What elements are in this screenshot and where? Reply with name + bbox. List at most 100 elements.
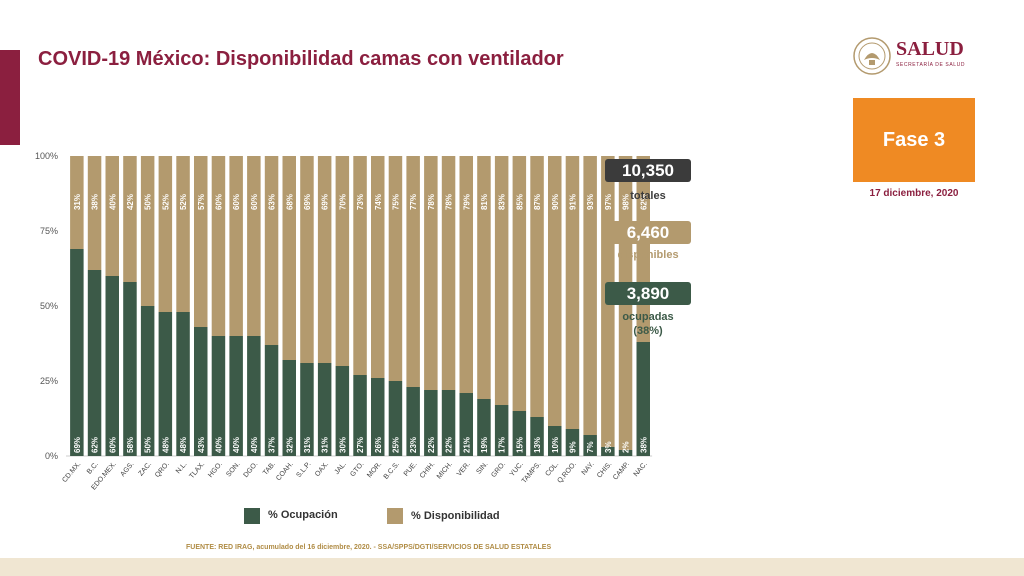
data-label-disponibilidad: 78%: [427, 194, 436, 210]
bar-disponibilidad: [353, 156, 367, 375]
bar-disponibilidad: [424, 156, 438, 390]
x-category-label: TAB.: [262, 461, 277, 477]
data-label-disponibilidad: 93%: [586, 194, 595, 210]
data-label-disponibilidad: 90%: [551, 194, 560, 210]
bar-disponibilidad: [123, 156, 137, 282]
x-category-label: S.L.P.: [295, 461, 312, 479]
bar-ocupacion: [388, 381, 403, 456]
bar-ocupacion: [406, 387, 420, 456]
disponibles-value: 6,460: [605, 221, 691, 244]
data-label-ocupacion: 7%: [586, 441, 595, 453]
y-tick-label: 75%: [40, 226, 58, 236]
x-category-label: TAMPS.: [521, 461, 543, 485]
data-label-disponibilidad: 63%: [268, 194, 277, 210]
bar-ocupacion: [140, 306, 155, 456]
x-category-label: CHIS.: [596, 461, 613, 480]
bar-disponibilidad: [512, 156, 527, 411]
x-category-label: COL.: [544, 461, 560, 478]
data-label-ocupacion: 10%: [551, 437, 560, 453]
data-label-disponibilidad: 70%: [338, 194, 347, 210]
bar-ocupacion: [300, 363, 314, 456]
bar-ocupacion: [424, 390, 438, 456]
source-footer: FUENTE: RED IRAG, acumulado del 16 dicie…: [186, 544, 552, 551]
legend-disponibilidad-label: % Disponibilidad: [411, 510, 500, 522]
data-label-disponibilidad: 87%: [533, 194, 542, 210]
x-category-label: N.L.: [175, 461, 189, 475]
bar-ocupacion: [353, 375, 367, 456]
data-label-disponibilidad: 78%: [445, 194, 454, 210]
bar-disponibilidad: [494, 156, 509, 405]
bar-disponibilidad: [565, 156, 580, 429]
data-label-disponibilidad: 74%: [374, 194, 383, 210]
totales-value: 10,350: [605, 159, 691, 182]
bar-ocupacion: [512, 411, 527, 456]
ocupadas-percent: (38%): [633, 325, 663, 337]
data-label-disponibilidad: 68%: [285, 194, 294, 210]
x-category-label: DGO.: [243, 461, 260, 479]
data-label-disponibilidad: 97%: [604, 194, 613, 210]
x-category-label: JAL.: [334, 461, 348, 476]
data-label-disponibilidad: 52%: [179, 194, 188, 210]
data-label-ocupacion: 22%: [445, 437, 454, 453]
bar-ocupacion: [583, 435, 597, 456]
bar-disponibilidad: [247, 156, 261, 336]
data-label-disponibilidad: 98%: [622, 194, 631, 210]
bar-disponibilidad: [264, 156, 279, 345]
x-category-label: TLAX.: [188, 461, 206, 480]
x-category-label: ZAC.: [138, 461, 154, 478]
bar-disponibilidad: [335, 156, 350, 366]
data-label-ocupacion: 43%: [197, 437, 206, 453]
bar-disponibilidad: [211, 156, 226, 336]
data-label-ocupacion: 48%: [179, 437, 188, 453]
x-category-label: OAX.: [314, 461, 330, 478]
bar-disponibilidad: [87, 156, 102, 270]
ocupadas-value: 3,890: [605, 282, 691, 305]
bar-disponibilidad: [140, 156, 155, 306]
bar-ocupacion: [618, 450, 633, 456]
page-title: COVID-19 México: Disponibilidad camas co…: [38, 48, 564, 70]
bar-disponibilidad: [406, 156, 420, 387]
bar-ocupacion: [229, 336, 243, 456]
data-label-ocupacion: 15%: [515, 437, 524, 453]
data-label-ocupacion: 58%: [126, 437, 135, 453]
x-category-label: MOR.: [366, 461, 383, 480]
legend-ocupacion-label: % Ocupación: [268, 509, 338, 521]
bar-ocupacion: [282, 360, 296, 456]
bar-disponibilidad: [459, 156, 473, 393]
x-category-label: HGO.: [207, 461, 224, 479]
data-label-disponibilidad: 77%: [409, 194, 418, 210]
bar-disponibilidad: [105, 156, 119, 276]
bar-ocupacion: [477, 399, 491, 456]
data-label-ocupacion: 32%: [285, 437, 294, 453]
bar-ocupacion: [441, 390, 456, 456]
bar-disponibilidad: [388, 156, 403, 381]
bar-ocupacion: [317, 363, 332, 456]
data-label-ocupacion: 22%: [427, 437, 436, 453]
data-label-ocupacion: 62%: [91, 437, 100, 453]
bar-disponibilidad: [530, 156, 544, 417]
bar-ocupacion: [70, 249, 84, 456]
x-category-label: QRO.: [154, 461, 171, 479]
x-category-label: SIN.: [475, 461, 489, 476]
phase-date: 17 diciembre, 2020: [869, 188, 959, 199]
y-tick-label: 0%: [45, 451, 58, 461]
data-label-disponibilidad: 50%: [144, 194, 153, 210]
data-label-disponibilidad: 81%: [480, 194, 489, 210]
bar-disponibilidad: [158, 156, 173, 312]
data-label-disponibilidad: 69%: [321, 194, 330, 210]
bar-disponibilidad: [282, 156, 296, 360]
x-category-label: SON.: [225, 461, 241, 479]
data-label-ocupacion: 37%: [268, 437, 277, 453]
data-label-disponibilidad: 42%: [126, 194, 135, 210]
data-label-disponibilidad: 85%: [515, 194, 524, 210]
phase-badge: Fase 3: [853, 98, 975, 182]
disponibles-label: disponibles: [617, 249, 679, 261]
data-label-ocupacion: 60%: [108, 437, 117, 453]
bar-disponibilidad: [477, 156, 491, 399]
bar-disponibilidad: [371, 156, 385, 378]
data-label-ocupacion: 23%: [409, 437, 418, 453]
bar-disponibilidad: [194, 156, 208, 327]
data-label-disponibilidad: 60%: [232, 194, 241, 210]
bar-disponibilidad: [583, 156, 597, 435]
